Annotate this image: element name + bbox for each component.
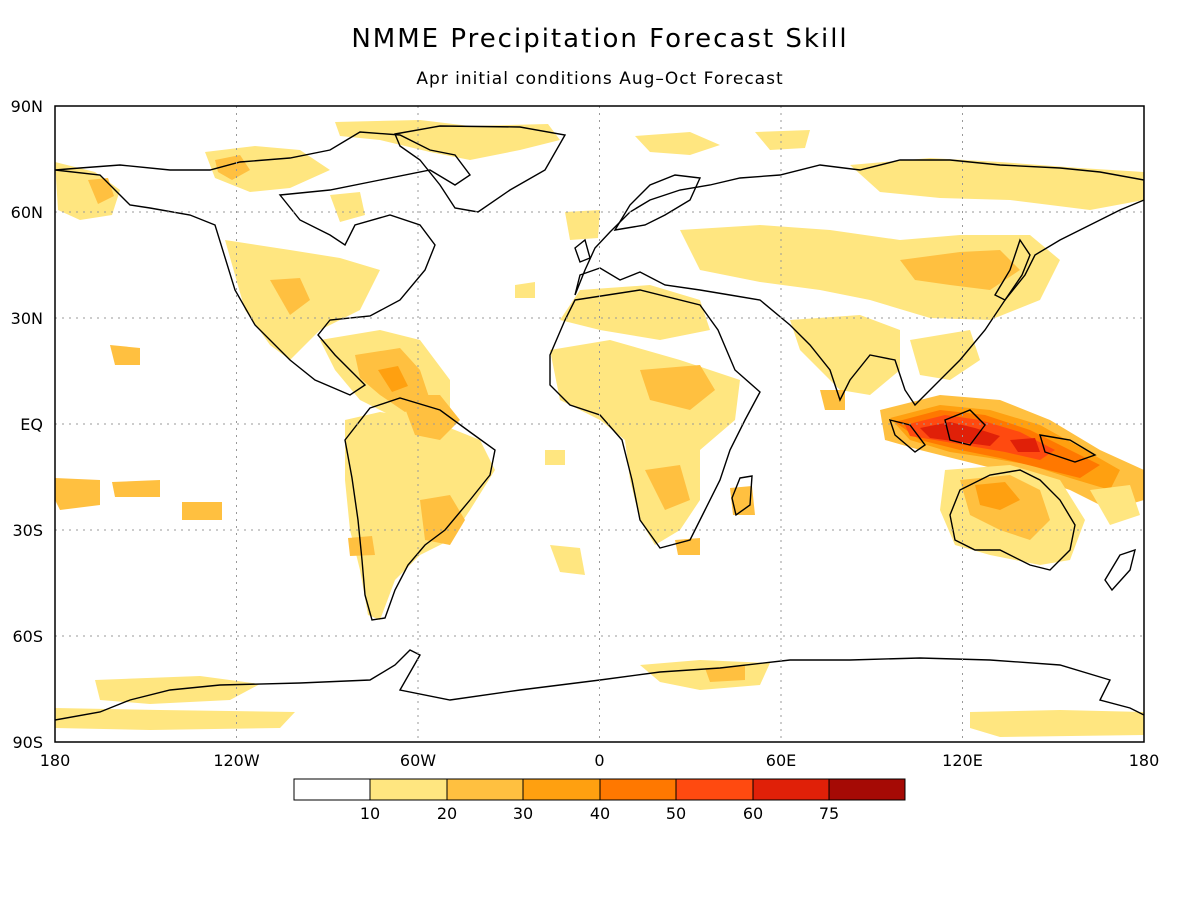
lon-label-0: 0 <box>594 751 604 770</box>
skill-region <box>348 536 375 556</box>
lon-axis: 180 120W 60W 0 60E 120E 180 <box>40 751 1160 770</box>
colorbar-swatch-6 <box>752 778 830 801</box>
coast-japan <box>994 238 1031 301</box>
skill-region <box>1090 485 1140 525</box>
skill-region <box>910 330 980 380</box>
coast-eurasia <box>574 159 1144 407</box>
skill-region <box>55 162 120 220</box>
skill-region <box>182 502 222 520</box>
skill-region <box>730 486 755 515</box>
skill-region <box>790 315 900 395</box>
lat-label-90s: 90S <box>12 733 43 752</box>
skill-region <box>560 285 710 340</box>
skill-region <box>112 480 160 497</box>
skill-region <box>545 450 565 465</box>
lat-label-eq: EQ <box>20 415 43 434</box>
colorbar-swatch-1 <box>369 778 448 801</box>
coast-madagascar <box>731 475 753 517</box>
skill-region <box>270 278 310 315</box>
lat-label-30s: 30S <box>12 521 43 540</box>
lon-label-60e: 60E <box>766 751 796 770</box>
skill-region <box>55 478 100 510</box>
skill-region <box>900 250 1020 290</box>
skill-region <box>755 130 810 150</box>
graticule <box>55 106 1144 742</box>
skill-region <box>680 225 1060 320</box>
skill-region <box>970 710 1144 737</box>
lon-label-120e: 120E <box>942 751 983 770</box>
colorbar-label-50: 50 <box>666 804 686 823</box>
coast-new-zealand <box>1104 548 1136 592</box>
skill-region <box>565 210 600 240</box>
skill-region <box>635 132 720 155</box>
colorbar-label-20: 20 <box>437 804 457 823</box>
skill-region <box>975 482 1020 510</box>
skill-region <box>515 282 535 298</box>
map-subtitle: Apr initial conditions Aug–Oct Forecast <box>416 69 784 89</box>
skill-region <box>420 495 465 545</box>
lat-label-60n: 60N <box>11 203 43 222</box>
colorbar-label-30: 30 <box>513 804 533 823</box>
colorbar: 10 20 30 40 50 60 75 <box>293 778 906 823</box>
colorbar-swatch-0 <box>293 778 371 801</box>
coastlines <box>55 125 1144 721</box>
colorbar-swatch-4 <box>599 778 677 801</box>
skill-region <box>330 192 365 222</box>
coast-antarctica <box>55 649 1144 721</box>
skill-region <box>345 412 495 620</box>
skill-region <box>645 465 690 510</box>
skill-region <box>850 158 1144 210</box>
lon-label-180e: 180 <box>1129 751 1160 770</box>
colorbar-label-10: 10 <box>360 804 380 823</box>
lat-label-30n: 30N <box>11 309 43 328</box>
coast-new-guinea <box>1039 434 1097 463</box>
coast-greenland <box>394 125 567 213</box>
skill-region <box>920 422 1000 446</box>
colorbar-label-75: 75 <box>819 804 839 823</box>
lon-label-60w: 60W <box>400 751 436 770</box>
lat-label-60s: 60S <box>12 627 43 646</box>
colorbar-swatch-5 <box>675 778 754 801</box>
skill-region <box>335 120 560 160</box>
coast-australia <box>949 469 1076 571</box>
coast-south-america <box>344 397 496 621</box>
skill-region <box>1010 438 1040 452</box>
coast-uk <box>574 238 591 263</box>
colorbar-swatch-3 <box>522 778 601 801</box>
skill-region <box>400 395 460 440</box>
coast-north-america <box>55 131 472 396</box>
lat-label-90n: 90N <box>11 97 43 116</box>
colorbar-swatch-7 <box>828 778 906 801</box>
map-frame <box>54 105 1145 743</box>
skill-region <box>88 178 114 204</box>
colorbar-label-40: 40 <box>590 804 610 823</box>
skill-region <box>820 390 845 410</box>
lat-axis: 90N 60N 30N EQ 30S 60S 90S <box>11 97 43 752</box>
coast-borneo <box>944 409 986 446</box>
skill-region <box>640 365 715 410</box>
skill-region <box>95 676 260 704</box>
skill-region <box>550 545 585 575</box>
skill-region <box>705 666 745 682</box>
colorbar-label-60: 60 <box>743 804 763 823</box>
coast-africa <box>549 289 761 549</box>
skill-region <box>378 366 408 392</box>
colorbar-swatch-2 <box>446 778 524 801</box>
coast-sumatra <box>888 419 926 453</box>
skill-region <box>55 708 295 730</box>
coast-scandinavia <box>613 174 702 231</box>
lon-label-180w: 180 <box>40 751 71 770</box>
skill-region <box>110 345 140 365</box>
lon-label-120w: 120W <box>213 751 260 770</box>
map-title: NMME Precipitation Forecast Skill <box>351 24 849 54</box>
skill-shading <box>55 120 1144 737</box>
